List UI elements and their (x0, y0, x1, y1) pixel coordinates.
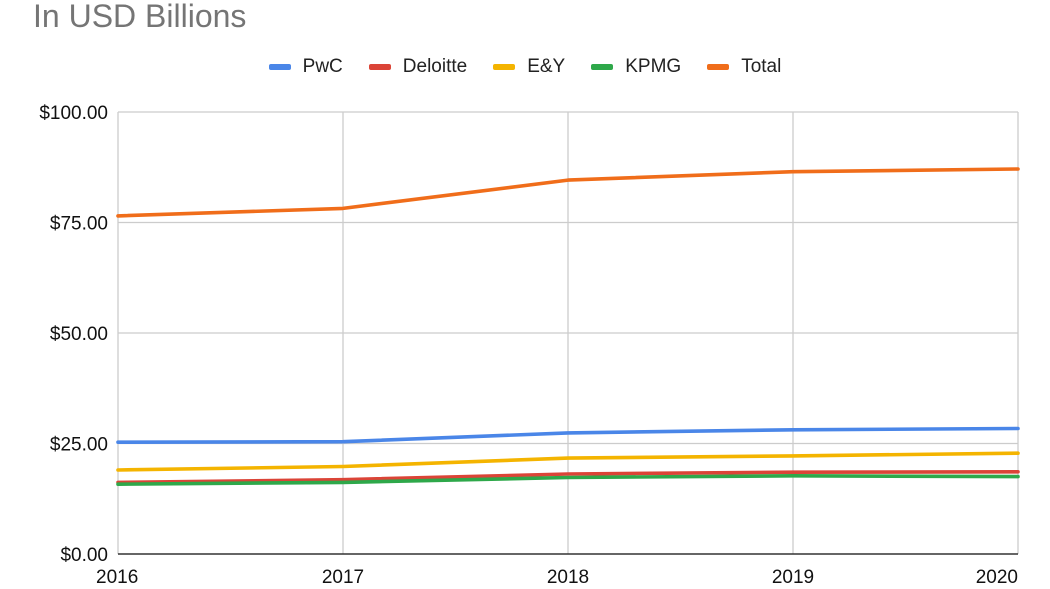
series-line-total (116, 167, 1020, 218)
x-tick-label: 2020 (976, 567, 1018, 588)
chart-title: In USD Billions (33, 0, 247, 34)
legend-item-total: Total (707, 56, 781, 78)
y-tick-label: $0.00 (60, 545, 108, 566)
y-tick-label: $50.00 (50, 324, 108, 345)
legend-label-total: Total (741, 56, 782, 77)
legend-label-ey: E&Y (527, 56, 566, 77)
x-tick-label: 2019 (772, 567, 814, 588)
legend-label-kpmg: KPMG (625, 56, 682, 77)
x-tick-label: 2016 (96, 567, 138, 588)
x-tick-label: 2017 (322, 567, 364, 588)
series-line-pwc (116, 426, 1020, 445)
legend-label-pwc: PwC (302, 56, 343, 77)
legend-swatch-ey (493, 64, 516, 70)
legend-item-kpmg: KPMG (591, 56, 681, 78)
series-line-e-y (116, 451, 1020, 472)
legend-item-ey: E&Y (493, 56, 565, 78)
y-tick-label: $100.00 (39, 103, 108, 124)
legend-label-deloitte: Deloitte (402, 56, 468, 77)
y-tick-label: $75.00 (50, 214, 108, 235)
y-tick-label: $25.00 (50, 435, 108, 456)
legend-swatch-kpmg (591, 64, 614, 70)
series-line-deloitte (116, 469, 1020, 485)
legend-swatch-total (707, 64, 730, 70)
series-line-kpmg (116, 473, 1020, 487)
legend-swatch-pwc (268, 64, 291, 70)
x-tick-label: 2018 (547, 567, 589, 588)
legend-item-deloitte: Deloitte (368, 56, 468, 78)
legend-swatch-deloitte (368, 64, 391, 70)
legend-item-pwc: PwC (268, 56, 343, 78)
chart-legend: PwC Deloitte E&Y KPMG Total (0, 56, 1050, 78)
